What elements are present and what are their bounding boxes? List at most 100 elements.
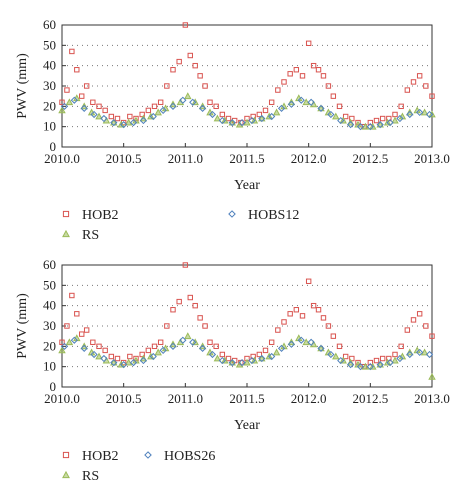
point-hob2: [429, 333, 435, 339]
point-hob2: [187, 294, 193, 301]
point-hob2: [145, 347, 152, 354]
point-hob2: [83, 83, 90, 89]
point-hob2: [336, 103, 343, 110]
point-hob2: [320, 315, 327, 321]
x-tick-label: 2010.0: [44, 391, 80, 406]
point-hob2: [275, 87, 281, 93]
point-hob2: [69, 48, 75, 55]
legend-marker-rs: [62, 470, 70, 479]
point-hobs26: [406, 350, 414, 359]
point-hob2: [90, 99, 96, 105]
point-hob2: [157, 99, 164, 105]
point-hobs26: [110, 358, 118, 367]
point-hob2: [127, 113, 133, 120]
point-hobs26: [208, 350, 217, 359]
point-hob2: [336, 343, 343, 350]
x-tick-label: 2012.0: [291, 151, 327, 166]
y-tick-label: 0: [50, 139, 57, 154]
point-hobs26: [366, 363, 374, 371]
point-hob2: [349, 355, 355, 362]
point-hob2: [192, 302, 198, 309]
point-hob2: [219, 351, 226, 358]
point-hob2: [90, 339, 96, 345]
point-hobs12: [90, 110, 98, 119]
point-hobs12: [307, 98, 315, 106]
point-hobs26: [238, 358, 246, 367]
point-hob2: [225, 355, 232, 362]
point-hobs12: [317, 104, 325, 112]
point-hobs26: [198, 344, 207, 352]
point-hob2: [96, 103, 102, 110]
point-hob2: [96, 343, 102, 350]
legend-label-hob2: HOB2: [82, 208, 119, 223]
point-hobs26: [346, 361, 355, 369]
point-hob2: [164, 83, 170, 89]
point-hobs26: [120, 361, 128, 369]
y-tick-label: 30: [43, 78, 56, 93]
x-tick-label: 2010.5: [106, 391, 142, 406]
point-hob2: [325, 83, 332, 89]
point-hobs26: [189, 338, 197, 346]
point-hobs26: [337, 356, 345, 365]
chart-panel-2: 0 10 20 30 40 50 60 2010.0 2010.5 2011.0 2011.5 201…: [15, 257, 450, 484]
point-hobs26: [416, 348, 424, 357]
point-hob2: [315, 67, 322, 73]
point-rs: [65, 338, 74, 346]
y-tick-label: 10: [43, 119, 56, 134]
point-rs: [213, 114, 222, 122]
point-hob2: [398, 103, 404, 110]
point-hobs26: [317, 344, 325, 352]
point-rs: [420, 348, 429, 356]
point-hob2: [293, 67, 300, 73]
point-hob2: [423, 83, 429, 89]
y-tick-label: 20: [43, 338, 56, 353]
point-hobs26: [90, 350, 98, 359]
point-hob2: [114, 115, 121, 122]
point-hob2: [410, 79, 417, 85]
legend-marker-hob2: [62, 451, 70, 459]
point-hob2: [416, 311, 423, 317]
point-hob2: [287, 71, 293, 77]
point-hobs26: [248, 356, 256, 365]
x-tick-label: 2011.0: [168, 391, 203, 406]
y-axis-label: PWV (mm): [15, 53, 30, 119]
point-rs: [391, 116, 399, 124]
x-tick-label: 2011.0: [168, 151, 203, 166]
point-hobs26: [129, 358, 138, 367]
point-hob2: [79, 331, 85, 337]
point-hobs26: [179, 336, 187, 344]
point-hobs12: [228, 118, 236, 127]
x-tick-label: 2012.5: [352, 391, 388, 406]
point-hob2: [192, 62, 198, 69]
point-hob2: [114, 355, 121, 362]
x-tick-label: 2013.0: [414, 391, 450, 406]
y-tick-label: 20: [43, 98, 56, 113]
point-hobs26: [307, 338, 315, 346]
legend-marker-hobs12: [228, 210, 236, 218]
point-hob2: [182, 22, 189, 28]
point-hob2: [79, 93, 85, 99]
legend-label-rs: RS: [82, 469, 99, 484]
y-tick-label: 10: [43, 359, 56, 374]
point-hob2: [275, 327, 281, 333]
point-rs: [58, 106, 66, 114]
point-hob2: [410, 317, 417, 323]
point-hobs26: [80, 344, 88, 352]
legend: HOB2 RS HOBS12: [62, 208, 299, 243]
y-tick-label: 40: [43, 298, 56, 313]
point-rs: [332, 352, 340, 360]
point-hob2: [59, 99, 65, 105]
point-rs: [124, 118, 133, 126]
y-tick-label: 60: [43, 17, 56, 32]
point-hob2: [342, 353, 349, 360]
point-hob2: [108, 353, 115, 360]
legend-label-rs: RS: [82, 228, 99, 243]
point-hob2: [139, 111, 145, 118]
point-rs: [243, 358, 251, 366]
point-hob2: [225, 115, 232, 122]
point-hobs12: [277, 104, 286, 112]
point-hob2: [379, 115, 386, 122]
point-hobs26: [327, 350, 335, 359]
legend-marker-hobs26: [144, 451, 152, 459]
